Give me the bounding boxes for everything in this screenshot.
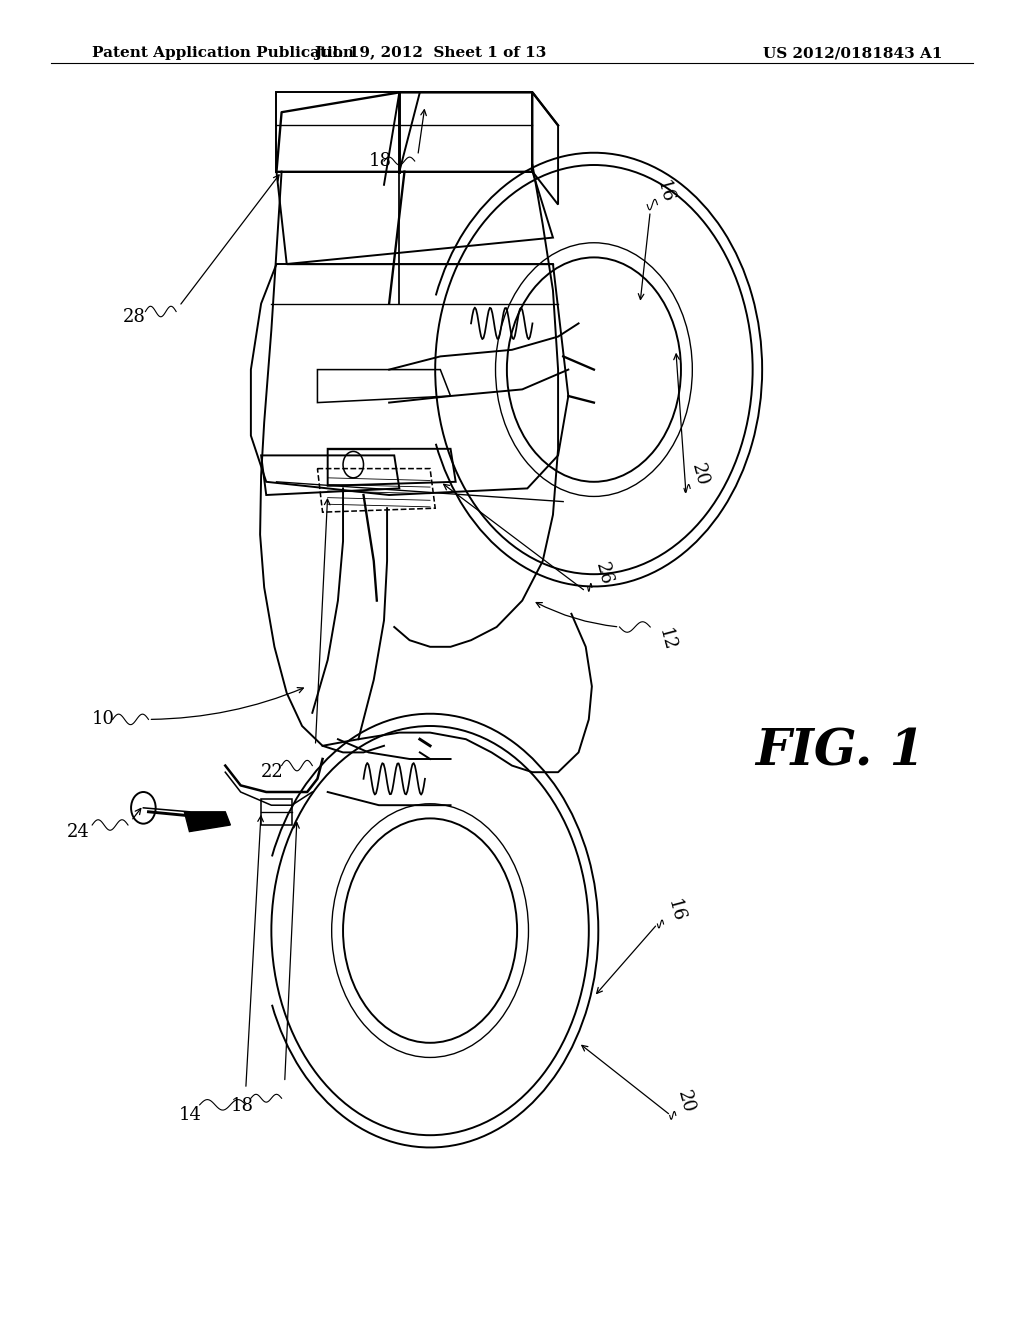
Text: 18: 18 [230,1097,253,1115]
Text: 22: 22 [261,763,284,781]
Text: 20: 20 [674,1089,697,1115]
Text: 14: 14 [179,1106,202,1125]
Text: 10: 10 [92,710,115,729]
Polygon shape [184,812,230,832]
Text: Patent Application Publication: Patent Application Publication [92,46,354,61]
Text: 16: 16 [664,898,687,924]
Text: Jul. 19, 2012  Sheet 1 of 13: Jul. 19, 2012 Sheet 1 of 13 [314,46,546,61]
Text: 20: 20 [688,462,712,488]
Text: 28: 28 [123,308,145,326]
Text: US 2012/0181843 A1: US 2012/0181843 A1 [763,46,942,61]
Text: 16: 16 [653,178,677,205]
Text: FIG. 1: FIG. 1 [755,727,925,777]
Text: 26: 26 [592,561,615,587]
Text: 24: 24 [67,822,89,841]
Text: 12: 12 [655,627,679,653]
Text: 18: 18 [369,152,391,170]
